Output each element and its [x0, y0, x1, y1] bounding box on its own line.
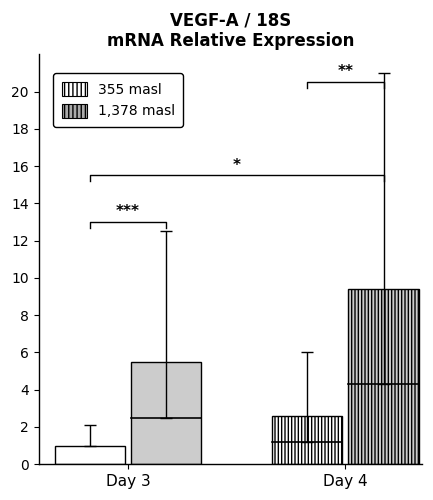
Legend: 355 masl, 1,378 masl: 355 masl, 1,378 masl: [53, 74, 183, 126]
Text: ***: ***: [116, 204, 140, 219]
Bar: [55, 446, 125, 464]
Bar: [131, 362, 201, 464]
Title: VEGF-A / 18S
mRNA Relative Expression: VEGF-A / 18S mRNA Relative Expression: [107, 11, 354, 50]
Bar: [349, 289, 419, 464]
Text: *: *: [233, 158, 241, 172]
Text: **: **: [337, 64, 353, 80]
Bar: [272, 416, 342, 464]
